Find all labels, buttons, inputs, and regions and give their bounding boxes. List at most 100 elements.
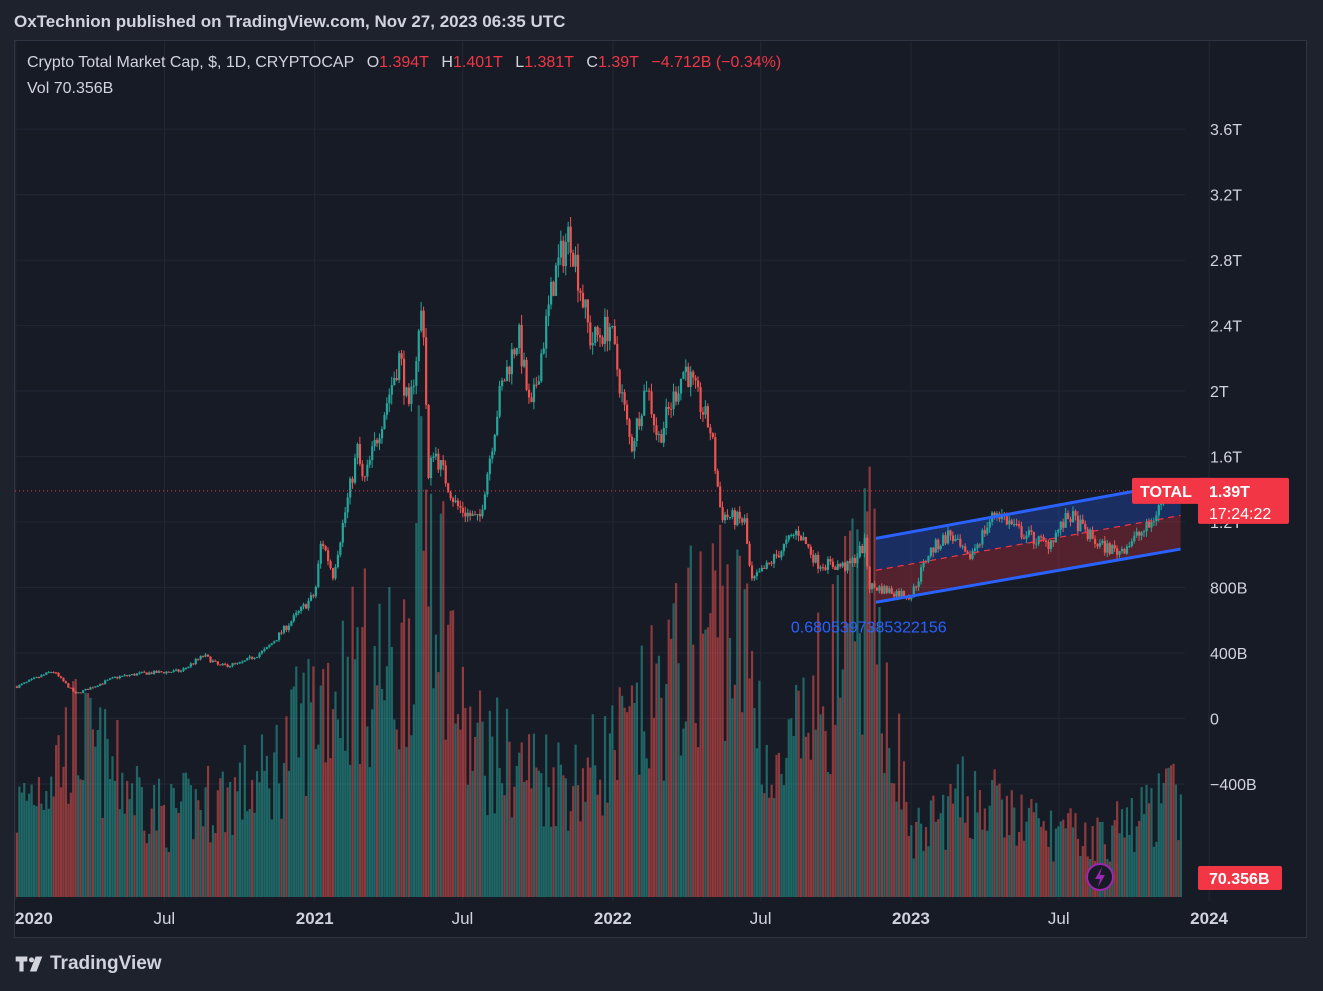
candle-body[interactable]: [535, 384, 538, 386]
candle-body[interactable]: [834, 566, 837, 570]
candle-body[interactable]: [184, 667, 188, 669]
candle-body[interactable]: [1130, 541, 1133, 547]
candle-body[interactable]: [309, 595, 313, 601]
candle-body[interactable]: [116, 676, 119, 679]
candle-body[interactable]: [765, 562, 768, 569]
candle-body[interactable]: [1067, 513, 1070, 520]
candle-body[interactable]: [638, 418, 641, 427]
candle-body[interactable]: [62, 677, 65, 682]
channel-upper-line[interactable]: [875, 481, 1181, 540]
candle-body[interactable]: [545, 315, 548, 349]
candle-body[interactable]: [684, 366, 687, 373]
candle-body[interactable]: [447, 483, 450, 493]
candle-body[interactable]: [187, 666, 190, 668]
candle-body[interactable]: [1018, 524, 1021, 527]
candle-body[interactable]: [787, 535, 790, 540]
candle-body[interactable]: [937, 539, 940, 550]
candle-body[interactable]: [376, 439, 379, 444]
candle-body[interactable]: [1140, 532, 1143, 536]
candle-body[interactable]: [554, 265, 558, 296]
candle-body[interactable]: [520, 324, 523, 367]
candle-body[interactable]: [731, 510, 734, 517]
candle-body[interactable]: [946, 530, 950, 544]
candle-body[interactable]: [47, 672, 50, 674]
candle-body[interactable]: [285, 625, 288, 630]
candle-body[interactable]: [353, 457, 357, 483]
candle-body[interactable]: [385, 403, 389, 415]
candle-body[interactable]: [853, 557, 857, 564]
candle-body[interactable]: [324, 546, 327, 551]
candle-body[interactable]: [973, 548, 977, 551]
candle-body[interactable]: [45, 672, 48, 675]
candle-body[interactable]: [412, 385, 415, 387]
candle-body[interactable]: [1135, 531, 1138, 536]
candle-body[interactable]: [258, 653, 261, 657]
candle-body[interactable]: [402, 358, 406, 396]
candle-body[interactable]: [1013, 523, 1016, 525]
candle-body[interactable]: [594, 326, 597, 344]
candle-body[interactable]: [165, 671, 168, 674]
candle-body[interactable]: [819, 567, 822, 569]
candle-body[interactable]: [976, 544, 979, 549]
candle-body[interactable]: [179, 670, 183, 672]
candle-body[interactable]: [613, 326, 616, 344]
chart-pane[interactable]: 3.6T3.2T2.8T2.4T2T1.6T1.2T800B400B0−400B…: [14, 40, 1307, 938]
candle-body[interactable]: [42, 674, 45, 676]
candle-body[interactable]: [1116, 548, 1119, 555]
candle-body[interactable]: [677, 393, 680, 402]
candle-body[interactable]: [69, 687, 72, 689]
symbol-tag-bg[interactable]: [1132, 477, 1211, 504]
candle-body[interactable]: [86, 688, 90, 690]
candle-body[interactable]: [128, 675, 131, 677]
candle-body[interactable]: [121, 675, 124, 677]
candle-body[interactable]: [390, 385, 393, 395]
candle-body[interactable]: [432, 456, 435, 458]
candle-body[interactable]: [380, 429, 384, 439]
candle-body[interactable]: [427, 404, 430, 479]
candle-body[interactable]: [469, 512, 472, 516]
candle-body[interactable]: [197, 659, 200, 661]
candle-body[interactable]: [650, 391, 653, 415]
candle-body[interactable]: [488, 458, 491, 475]
candle-body[interactable]: [1123, 548, 1126, 554]
candle-body[interactable]: [1035, 543, 1038, 545]
candle-body[interactable]: [760, 567, 763, 572]
candle-body[interactable]: [101, 683, 104, 685]
candle-body[interactable]: [929, 547, 933, 556]
candle-body[interactable]: [706, 406, 710, 428]
candle-body[interactable]: [327, 550, 330, 562]
candle-body[interactable]: [451, 498, 455, 502]
candle-body[interactable]: [1089, 529, 1092, 539]
candle-body[interactable]: [59, 676, 63, 678]
candle-body[interactable]: [542, 348, 545, 354]
candle-body[interactable]: [648, 390, 651, 392]
candle-body[interactable]: [942, 535, 945, 546]
candle-body[interactable]: [689, 371, 692, 387]
candle-body[interactable]: [846, 561, 849, 571]
candle-body[interactable]: [701, 412, 705, 415]
candle-body[interactable]: [635, 418, 638, 442]
candle-body[interactable]: [214, 660, 217, 662]
candle-body[interactable]: [630, 436, 634, 452]
candle-body[interactable]: [199, 655, 202, 660]
candle-body[interactable]: [1120, 548, 1124, 552]
candle-body[interactable]: [679, 378, 683, 394]
candle-body[interactable]: [1157, 505, 1160, 516]
candle-body[interactable]: [687, 366, 690, 387]
candle-body[interactable]: [356, 444, 359, 458]
candle-body[interactable]: [1103, 540, 1106, 553]
candle-body[interactable]: [589, 322, 592, 346]
candle-body[interactable]: [167, 671, 170, 673]
candle-body[interactable]: [1118, 551, 1121, 555]
candle-body[interactable]: [275, 640, 278, 642]
candle-body[interactable]: [1155, 515, 1158, 522]
candle-body[interactable]: [515, 348, 518, 355]
candle-body[interactable]: [314, 586, 317, 597]
candle-body[interactable]: [682, 372, 685, 379]
candle-body[interactable]: [743, 518, 746, 523]
candle-body[interactable]: [57, 672, 60, 677]
candle-body[interactable]: [625, 404, 629, 420]
candle-body[interactable]: [699, 387, 702, 413]
candle-body[interactable]: [1113, 545, 1116, 549]
candle-body[interactable]: [1093, 538, 1097, 544]
